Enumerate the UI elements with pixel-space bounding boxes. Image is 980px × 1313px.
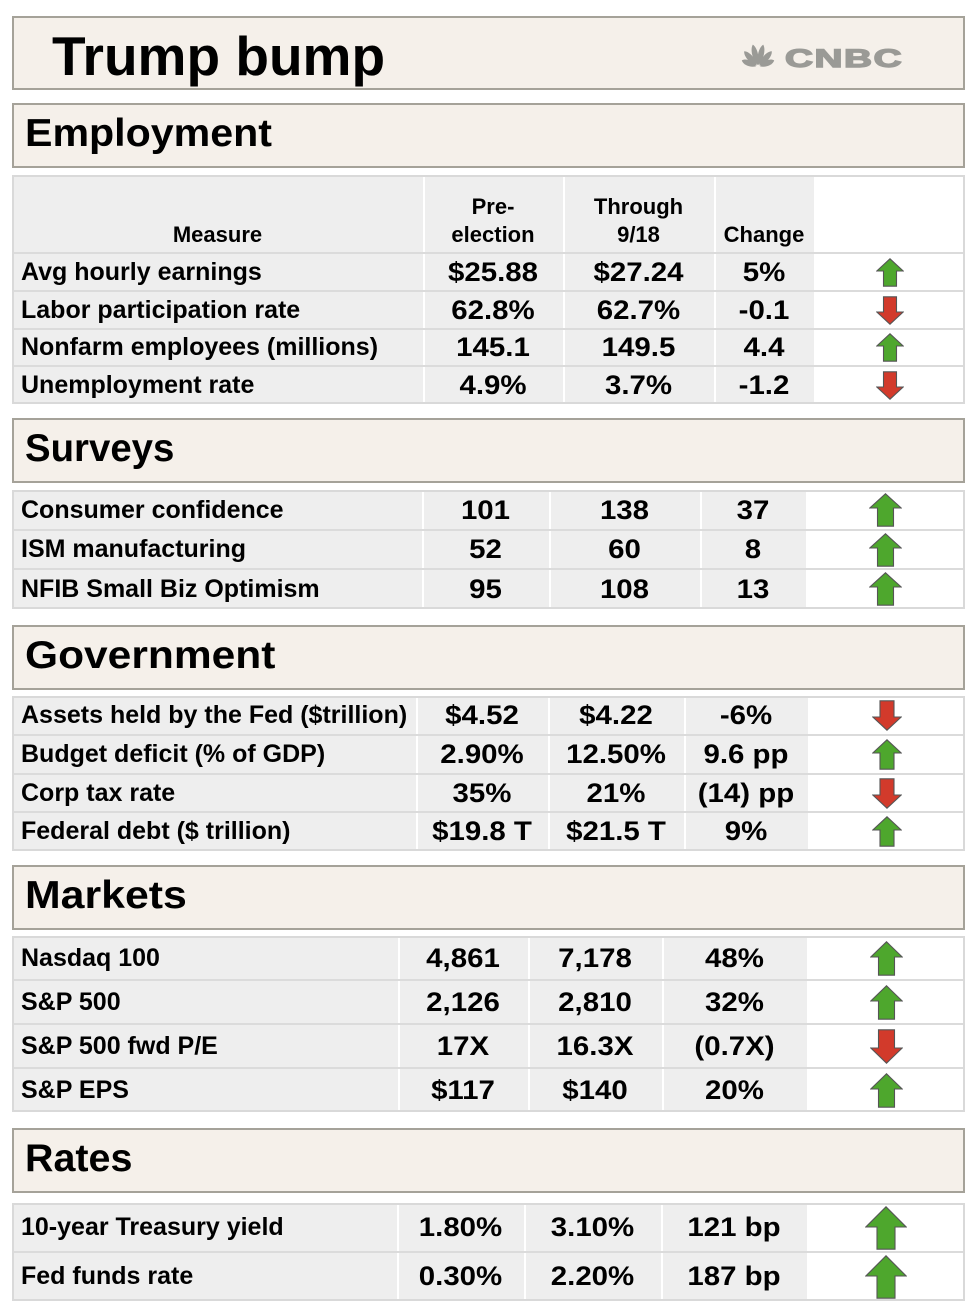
svg-text:CNBC: CNBC (785, 44, 903, 70)
